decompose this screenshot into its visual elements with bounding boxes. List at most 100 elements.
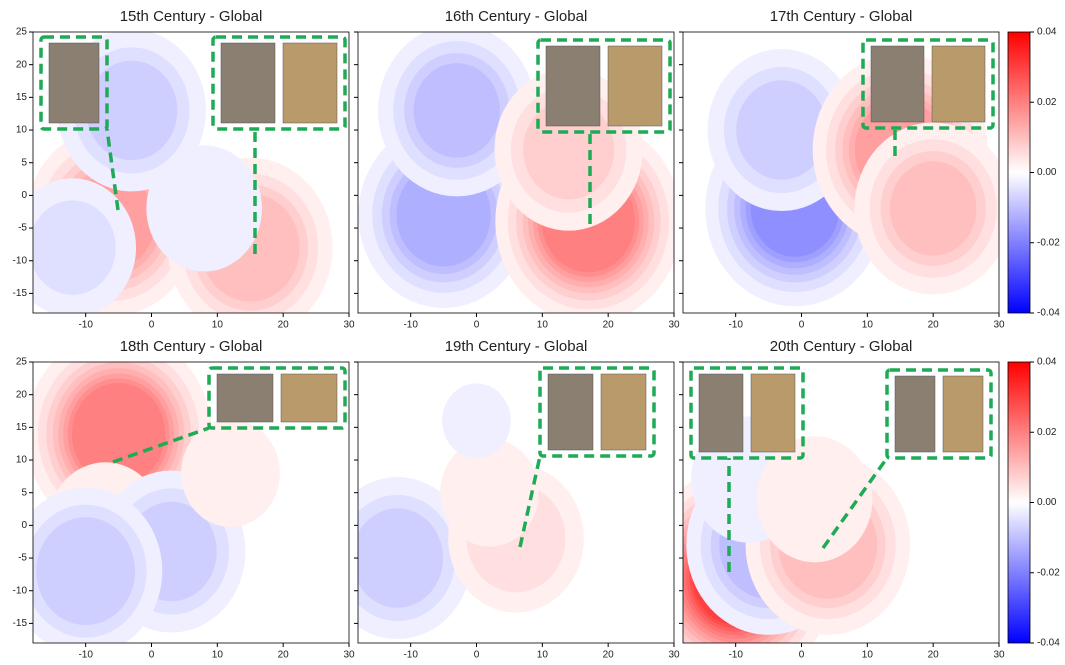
contour-level: [736, 80, 828, 180]
axes-frame: [682, 31, 1000, 314]
x-tick-label: 20: [603, 650, 615, 660]
y-tick-label: 5: [21, 487, 27, 498]
density: [683, 416, 911, 643]
y-tick-label: 25: [16, 357, 28, 368]
colorbar-tick-label: -0.04: [1037, 308, 1060, 319]
contour-level: [33, 200, 116, 295]
y-tick-label: 0: [21, 520, 27, 531]
y-tick-label: 20: [16, 59, 28, 70]
x-tick-label: -10: [728, 650, 743, 660]
y-tick-label: -10: [13, 255, 28, 266]
colorbar-tick-label: 0.04: [1037, 357, 1057, 368]
x-tick-label: 0: [149, 320, 155, 331]
x-tick-label: 0: [799, 650, 805, 660]
y-tick-label: 25: [16, 27, 28, 38]
density: [33, 32, 333, 313]
inset-image: [942, 375, 984, 453]
panel-title: 19th Century - Global: [445, 338, 588, 355]
x-tick-label: 10: [862, 320, 874, 331]
inset-image: [931, 45, 986, 123]
panel-title: 16th Century - Global: [445, 8, 588, 25]
inset-image: [216, 373, 274, 423]
panel-title: 15th Century - Global: [120, 8, 263, 25]
x-tick-label: 10: [537, 320, 549, 331]
x-tick-label: 30: [668, 650, 680, 660]
inset-image: [220, 42, 276, 124]
y-tick-label: 10: [16, 125, 28, 136]
y-tick-label: 0: [21, 190, 27, 201]
contour-level: [72, 383, 166, 485]
colorbar-tick-label: -0.04: [1037, 638, 1060, 649]
inset-image: [545, 45, 601, 127]
x-tick-label: 10: [862, 650, 874, 660]
density: [705, 49, 999, 307]
colorbar-tick-label: 0.00: [1037, 167, 1057, 178]
x-tick-label: -10: [403, 320, 418, 331]
y-tick-label: 5: [21, 157, 27, 168]
colorbar-tick-label: -0.02: [1037, 567, 1060, 578]
inset-image: [280, 373, 338, 423]
colorbar-tick-label: 0.02: [1037, 97, 1057, 108]
x-tick-label: 20: [278, 650, 290, 660]
panel-title: 20th Century - Global: [770, 338, 913, 355]
colorbar-tick-label: 0.04: [1037, 27, 1057, 38]
x-tick-label: 10: [212, 650, 224, 660]
contour-level: [36, 517, 136, 626]
x-tick-label: 30: [343, 320, 355, 331]
x-tick-label: 0: [149, 650, 155, 660]
inset-image: [600, 373, 647, 451]
x-tick-label: 20: [928, 320, 940, 331]
x-tick-label: 20: [928, 650, 940, 660]
contour-level: [440, 438, 540, 547]
y-tick-label: 15: [16, 92, 28, 103]
colorbar: [1007, 361, 1031, 644]
inset-pointer: [105, 128, 120, 211]
contour-level: [889, 161, 977, 256]
inset-pointer: [112, 426, 210, 464]
x-tick-label: 10: [212, 320, 224, 331]
x-tick-label: 0: [474, 650, 480, 660]
x-tick-label: 30: [993, 320, 1005, 331]
y-tick-label: -5: [18, 223, 27, 234]
x-tick-label: 30: [668, 320, 680, 331]
inset-image: [870, 45, 925, 123]
panel-title: 18th Century - Global: [120, 338, 263, 355]
contour-level: [756, 436, 873, 563]
y-tick-label: 20: [16, 389, 28, 400]
y-tick-label: 15: [16, 422, 28, 433]
inset-pointer: [821, 456, 889, 550]
y-tick-label: -15: [13, 288, 28, 299]
x-tick-label: 10: [537, 650, 549, 660]
inset-image: [894, 375, 936, 453]
contour-level: [181, 419, 280, 528]
colorbar-tick-label: 0.00: [1037, 497, 1057, 508]
y-tick-label: -10: [13, 585, 28, 596]
colorbar-tick-label: -0.02: [1037, 237, 1060, 248]
inset-image: [750, 373, 796, 453]
inset-box: [861, 38, 995, 130]
inset-box: [207, 366, 347, 430]
x-tick-label: -10: [78, 320, 93, 331]
colorbar-tick-label: 0.02: [1037, 427, 1057, 438]
panel-title: 17th Century - Global: [770, 8, 913, 25]
contour-level: [86, 60, 178, 161]
y-tick-label: -5: [18, 553, 27, 564]
axes-frame: [357, 361, 675, 644]
x-tick-label: -10: [728, 320, 743, 331]
x-tick-label: -10: [78, 650, 93, 660]
contour-level: [146, 145, 262, 272]
inset-image: [282, 42, 338, 124]
inset-image: [48, 42, 100, 124]
y-tick-label: 10: [16, 455, 28, 466]
colorbar: [1007, 31, 1031, 314]
inset-box: [689, 366, 805, 460]
x-tick-label: 20: [278, 320, 290, 331]
contour-level: [358, 508, 444, 608]
inset-image: [607, 45, 663, 127]
density: [358, 32, 674, 313]
x-tick-label: 0: [799, 320, 805, 331]
axes-frame: [32, 361, 350, 644]
density: [33, 362, 280, 643]
contour-level: [442, 383, 511, 459]
